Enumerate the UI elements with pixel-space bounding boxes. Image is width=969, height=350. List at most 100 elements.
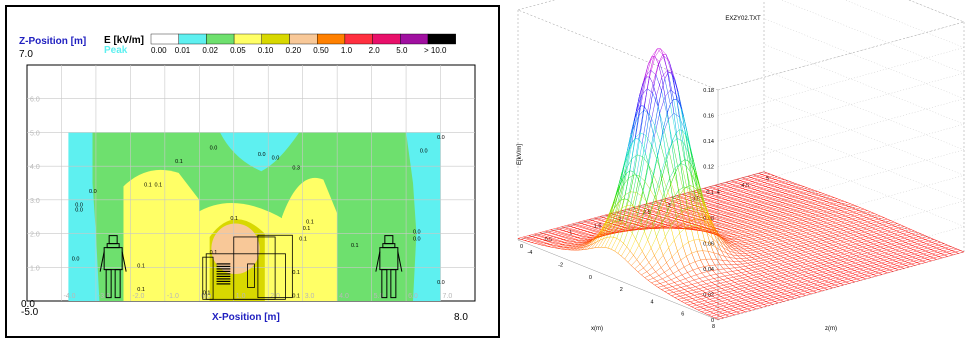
surface-mesh-line [540,242,543,243]
surface-mesh-line [575,231,578,232]
surface-mesh-line [702,304,705,306]
surface-mesh-line [554,239,560,240]
contour-label: 0.1 [230,216,238,222]
surface-mesh-line [694,295,697,297]
surface-mesh-line [852,238,855,240]
surface-mesh-line [687,199,690,200]
surface-mesh-line [795,254,800,255]
surface-mesh-line [745,273,751,274]
surface-mesh-line [739,261,742,264]
surface-mesh-line [858,253,861,255]
surface-mesh-line [557,236,563,237]
surface-mesh-line [661,288,667,289]
surface-box-edge [518,240,718,320]
legend-label: 0.00 [151,46,167,55]
surface-mesh-line [813,195,818,197]
surface-mesh-line [808,208,811,209]
surface-mesh-line [685,303,688,305]
surface-mesh-line [873,275,876,276]
surface-mesh-line [678,284,684,286]
surface-mesh-line [785,249,790,250]
surface-mesh-line [830,203,833,204]
surface-mesh-line [637,260,640,264]
surface-mesh-line [650,190,655,200]
surface-mesh-line [714,211,720,212]
surface-mesh-line [727,223,730,224]
surface-mesh-line [743,268,749,269]
surface-mesh-line [839,213,842,214]
surface-mesh-line [573,240,579,241]
surface-mesh-line [724,215,727,216]
surface-mesh-line [768,230,774,231]
surface-mesh-line [843,248,849,249]
surface-mesh-line [824,232,829,233]
surface-mesh-line [708,199,713,200]
surface-mesh-line [753,238,759,239]
surface-mesh-line [841,200,844,201]
surface-mesh-line [646,248,652,257]
surface-mesh-line [771,288,774,290]
surface-mesh-line [732,221,735,222]
surface-mesh-line [789,233,792,234]
contour-label: 0.0 [72,257,80,263]
surface-mesh-line [778,198,781,199]
surface-mesh-line [903,264,906,265]
surface-mesh-line [820,198,826,199]
surface-mesh-line [736,241,742,242]
surface-mesh-line [552,232,558,234]
surface-mesh-line [871,222,877,224]
surface-mesh-line [596,231,599,232]
surface-mesh-line [739,233,742,234]
surface-mesh-line [898,235,901,237]
surface-mesh-line [756,263,762,264]
surface-mesh-line [658,262,661,268]
surface-mesh-line [742,214,748,215]
surface-mesh-line [695,285,701,287]
surface-mesh-line [801,233,807,234]
surface-mesh-line [637,144,643,175]
surface-mesh-line [833,245,836,247]
surface-mesh-line [795,223,800,224]
surface-mesh-line [720,220,723,221]
surface-mesh-line [799,207,804,208]
surface-mesh-line [787,291,790,292]
surface-mesh-line [734,199,737,200]
surface-mesh-line [745,216,748,217]
surface-mesh-line [901,237,904,238]
surface-mesh-line [804,223,809,224]
surface-mesh-line [762,251,765,253]
surface-mesh-line [743,291,746,293]
surface-mesh-line [783,290,786,292]
surface-mesh-line [837,238,843,239]
surface-mesh-line [817,230,820,232]
surface-mesh-line [790,237,793,239]
surface-mesh-line [882,244,885,246]
surface-mesh-line [797,252,800,254]
surface-mesh-line [857,279,860,280]
surface-mesh-line [681,260,684,267]
surface-mesh-line [775,178,781,180]
surface-mesh-line [773,285,776,287]
surface-mesh-line [811,263,814,265]
surface-mesh-line [903,245,906,246]
surface-mesh-line [737,179,740,180]
surface-mesh-line [889,222,895,223]
surface-mesh-line [765,223,768,224]
surface-mesh-line [799,197,805,198]
surface-mesh-line [558,247,564,248]
surface-mesh-line [769,245,775,246]
surface-mesh-line [807,245,810,247]
surface-mesh-line [561,248,567,250]
surface-mesh-line [640,264,643,268]
surface-mesh-line [738,210,741,211]
surface-mesh-line [843,262,846,264]
surface-mesh-line [826,229,832,230]
surface-mesh-line [827,266,830,268]
surface-mesh-line [857,236,860,238]
surface-mesh-line [569,237,574,238]
surface-mesh-line [697,251,703,252]
surface-mesh-line [894,264,897,265]
surface-mesh-line [752,217,758,218]
surface-mesh-line [816,281,819,283]
surface-mesh-line [784,226,790,227]
